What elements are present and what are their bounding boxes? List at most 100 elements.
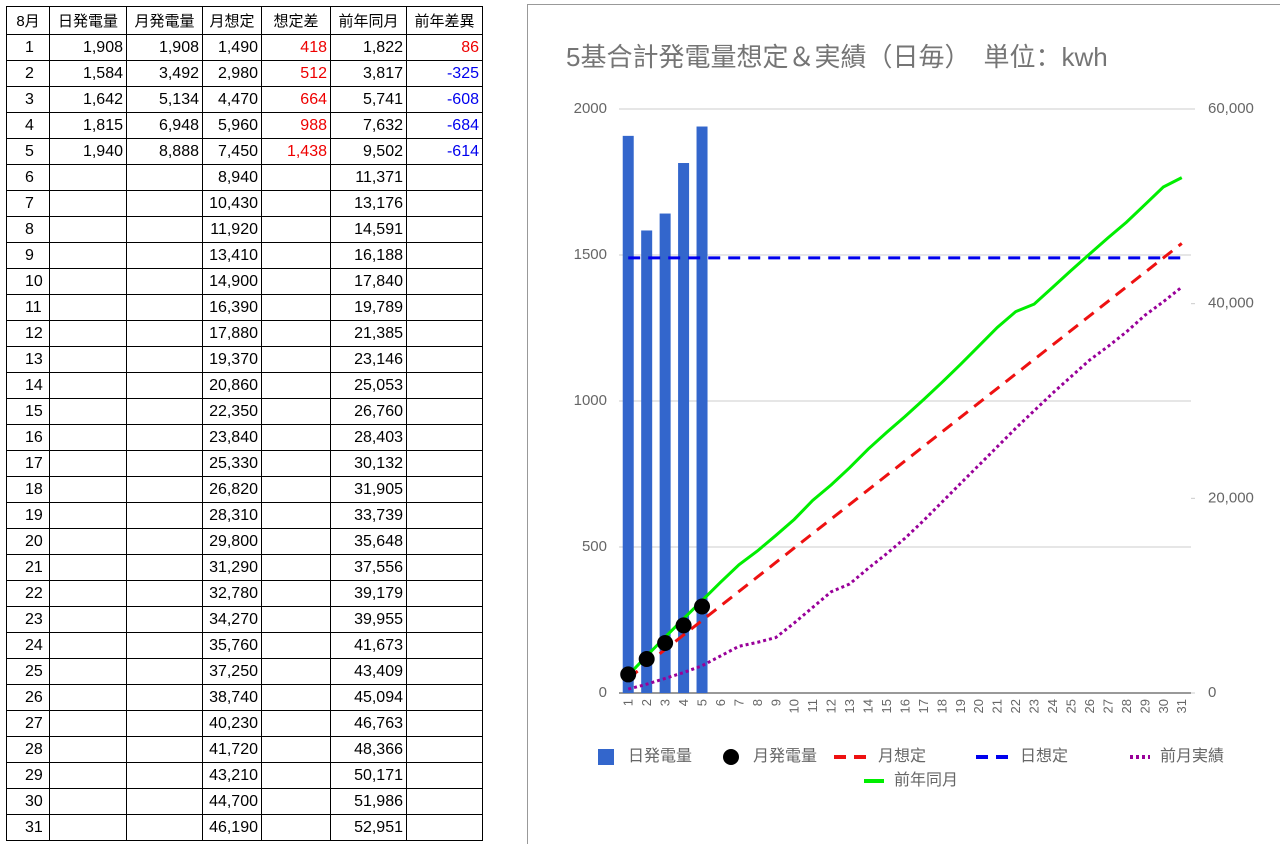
table-cell: 29,800 — [202, 528, 262, 555]
table-cell — [261, 788, 331, 815]
table-cell: 3,817 — [330, 60, 407, 87]
table-cell — [49, 320, 127, 347]
table-cell: 1,940 — [49, 138, 127, 165]
y-tick-label: 0 — [599, 684, 607, 701]
table-cell: 46,190 — [202, 814, 262, 841]
table-row: 22 32,780 39,179 — [6, 580, 483, 607]
header-row: 8月 日発電量 月発電量 月想定 想定差 前年同月 前年差異 — [6, 6, 483, 35]
table-cell: 25,053 — [330, 372, 407, 399]
table-cell — [126, 606, 203, 633]
table-cell — [126, 294, 203, 321]
table-cell — [261, 190, 331, 217]
legend-label: 日発電量 — [628, 747, 692, 765]
y2-tick-label: 40,000 — [1208, 295, 1254, 312]
table-cell: 23,840 — [202, 424, 262, 451]
table-cell: 28,403 — [330, 424, 407, 451]
table-cell — [49, 684, 127, 711]
table-cell: 8,888 — [126, 138, 203, 165]
table-cell: 22,350 — [202, 398, 262, 425]
table-row: 14 20,860 25,053 — [6, 372, 483, 399]
table-row: 19 28,310 33,739 — [6, 502, 483, 529]
table-cell: 13 — [6, 346, 50, 373]
point — [620, 666, 637, 683]
table-cell: 37,250 — [202, 658, 262, 685]
x-tick-label: 19 — [953, 699, 968, 713]
table-cell — [261, 424, 331, 451]
table-cell: 1,438 — [261, 138, 331, 165]
table-cell: 988 — [261, 112, 331, 139]
table-cell: 19,789 — [330, 294, 407, 321]
table-cell: 20 — [6, 528, 50, 555]
table-cell: 86 — [406, 34, 483, 61]
table-cell: 14 — [6, 372, 50, 399]
chart-title: 5基合計発電量想定＆実績（日毎） 単位：kwh — [566, 42, 1108, 72]
table-cell — [261, 372, 331, 399]
table-cell: 43,409 — [330, 658, 407, 685]
table-cell: 1,584 — [49, 60, 127, 87]
table-cell — [261, 268, 331, 295]
table-cell: 7,450 — [202, 138, 262, 165]
table-cell: 39,179 — [330, 580, 407, 607]
table-cell — [261, 658, 331, 685]
table-cell: 17,840 — [330, 268, 407, 295]
table-cell: 1,908 — [126, 34, 203, 61]
table-cell — [406, 684, 483, 711]
legend-label: 前月実績 — [1160, 747, 1224, 765]
x-tick-label: 2 — [639, 699, 654, 706]
table-cell — [261, 476, 331, 503]
table-cell: 17 — [6, 450, 50, 477]
point — [675, 617, 692, 634]
table-cell: 12 — [6, 320, 50, 347]
table-row: 6 8,940 11,371 — [6, 164, 483, 191]
table-cell: 1,822 — [330, 34, 407, 61]
table-cell: 38,740 — [202, 684, 262, 711]
table-cell: 1,908 — [49, 34, 127, 61]
table-cell — [126, 190, 203, 217]
table-cell: 21 — [6, 554, 50, 581]
table-cell: 6,948 — [126, 112, 203, 139]
table-cell — [406, 398, 483, 425]
table-cell: 2 — [6, 60, 50, 87]
table-cell: 31,905 — [330, 476, 407, 503]
legend-label: 前年同月 — [894, 771, 958, 789]
table-cell: 4,470 — [202, 86, 262, 113]
table-cell: 17,880 — [202, 320, 262, 347]
table-row: 30 44,700 51,986 — [6, 788, 483, 815]
x-tick-label: 12 — [824, 699, 839, 713]
table-row: 5 1,940 8,888 7,450 1,438 9,502 -614 — [6, 138, 483, 165]
table-cell — [261, 450, 331, 477]
table-cell: 33,739 — [330, 502, 407, 529]
table-cell: 41,720 — [202, 736, 262, 763]
table-cell: 25,330 — [202, 450, 262, 477]
header-cell: 前年同月 — [330, 6, 407, 35]
header-cell: 日発電量 — [49, 6, 127, 35]
table-cell — [406, 736, 483, 763]
y-tick-label: 500 — [582, 538, 607, 555]
table-cell: 14,900 — [202, 268, 262, 295]
y-tick-label: 1500 — [574, 246, 607, 263]
table-cell — [49, 606, 127, 633]
table-row: 21 31,290 37,556 — [6, 554, 483, 581]
table-cell — [406, 346, 483, 373]
table-row: 15 22,350 26,760 — [6, 398, 483, 425]
chart: 5基合計発電量想定＆実績（日毎） 単位：kwh 0 500 1000 1500 2000… — [527, 4, 1280, 844]
table-cell — [126, 580, 203, 607]
point — [694, 598, 711, 615]
table-cell: 1 — [6, 34, 50, 61]
table-cell — [126, 502, 203, 529]
table-cell: 418 — [261, 34, 331, 61]
table-cell: 19,370 — [202, 346, 262, 373]
table-cell — [261, 736, 331, 763]
table-cell: 28 — [6, 736, 50, 763]
table-cell — [49, 242, 127, 269]
x-tick-label: 24 — [1045, 699, 1060, 713]
table-cell: 45,094 — [330, 684, 407, 711]
table-cell: 26 — [6, 684, 50, 711]
table-cell — [49, 632, 127, 659]
table-cell — [126, 372, 203, 399]
table-cell: 512 — [261, 60, 331, 87]
table-cell: 23,146 — [330, 346, 407, 373]
table-row: 13 19,370 23,146 — [6, 346, 483, 373]
table-cell — [261, 294, 331, 321]
table-cell — [406, 710, 483, 737]
